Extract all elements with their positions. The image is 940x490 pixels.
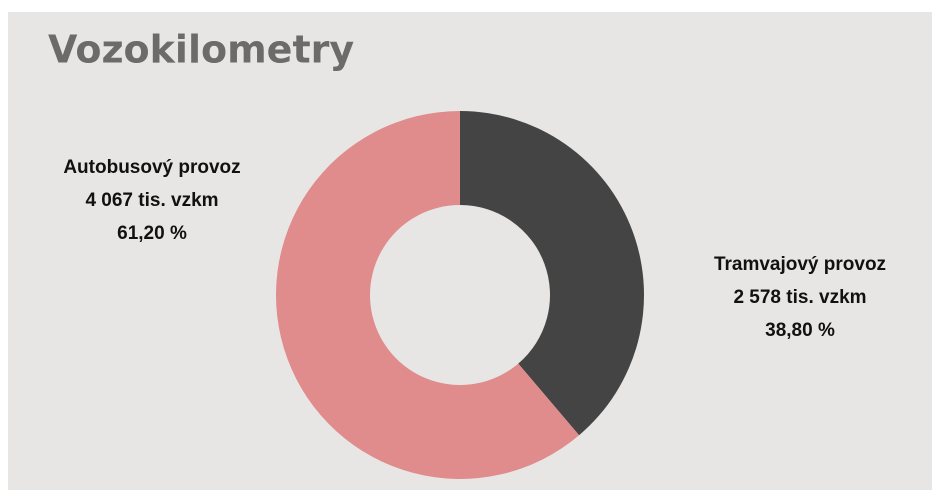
percent-label: 61,20 %	[117, 223, 187, 244]
slice-label: Autobusový provoz	[63, 157, 240, 178]
chart-title: Vozokilometry	[48, 28, 354, 72]
donut-slice	[460, 111, 645, 436]
value-label: 4 067 tis. vzkm	[85, 190, 218, 211]
percent-label: 38,80 %	[765, 320, 835, 341]
donut-slice	[276, 111, 580, 479]
value-label: 2 578 tis. vzkm	[733, 287, 866, 308]
slice-label: Tramvajový provoz	[714, 254, 886, 275]
